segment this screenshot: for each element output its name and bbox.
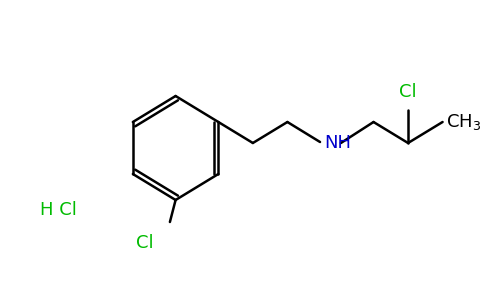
Text: CH$_3$: CH$_3$ (446, 112, 482, 132)
Text: H Cl: H Cl (40, 201, 77, 219)
Text: Cl: Cl (136, 234, 154, 252)
Text: NH: NH (324, 134, 351, 152)
Text: Cl: Cl (399, 83, 417, 101)
